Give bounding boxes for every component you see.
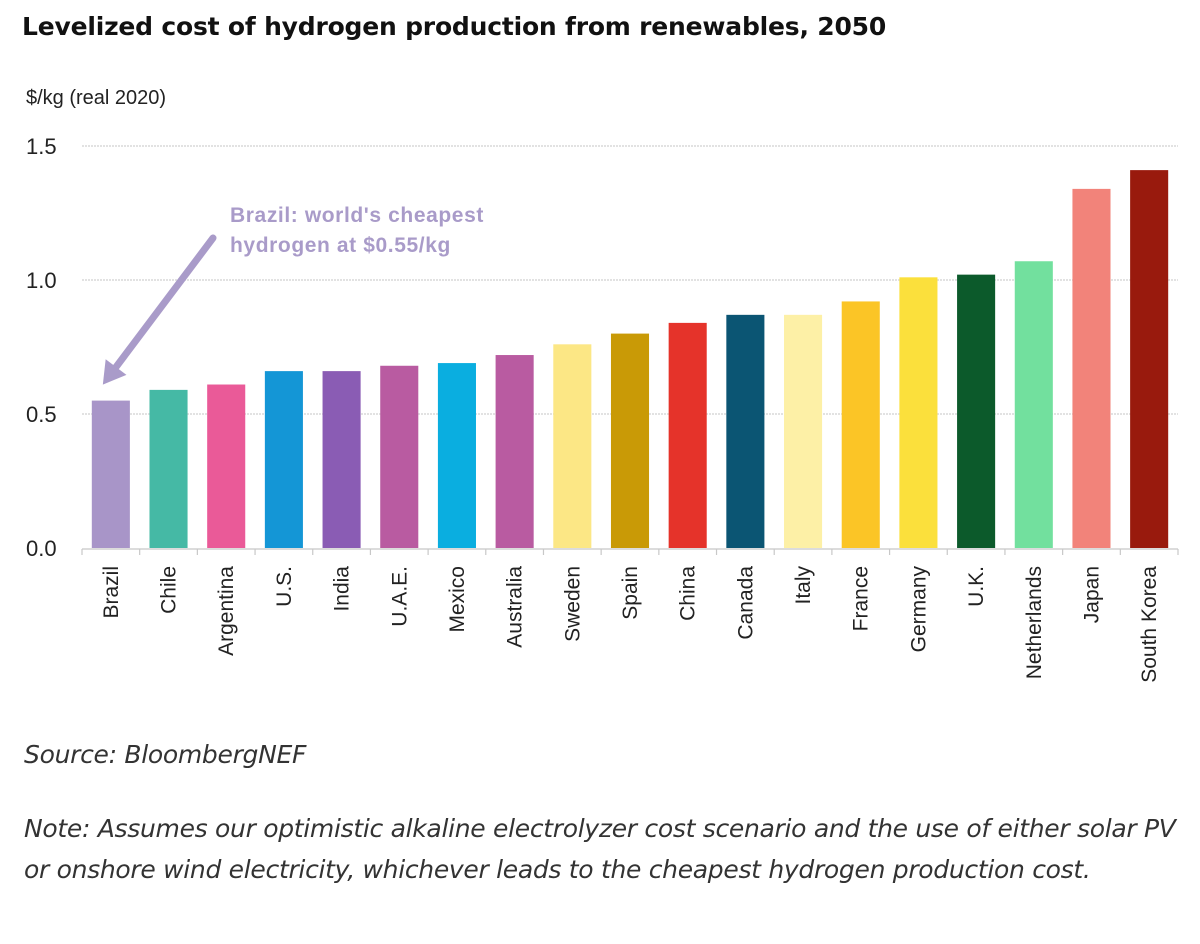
y-tick-label: 1.5 [26, 134, 57, 159]
x-tick-label: Netherlands [1023, 566, 1046, 679]
bar-south-korea [1130, 170, 1169, 548]
x-tick-label: Italy [792, 566, 815, 605]
annotation-text-line-2: hydrogen at $0.55/kg [230, 234, 451, 257]
annotation-arrow [112, 234, 217, 371]
x-tick-label: Argentina [215, 566, 238, 656]
chart-title: Levelized cost of hydrogen production fr… [22, 12, 887, 41]
bar-japan [1072, 188, 1111, 548]
bar-canada [726, 314, 765, 548]
x-tick-label: Germany [907, 566, 930, 653]
x-tick-label: U.A.E. [388, 566, 411, 627]
x-tick-label: U.K. [965, 566, 988, 607]
x-tick-label: U.S. [273, 566, 296, 607]
bar-u-a-e [380, 365, 419, 548]
x-tick-label: South Korea [1138, 566, 1161, 683]
x-tick-label: Canada [734, 566, 757, 640]
x-tick-label: Australia [504, 566, 527, 648]
bar-sweden [553, 344, 592, 548]
x-tick-label: Brazil [100, 566, 123, 619]
x-tick-label: Japan [1080, 566, 1103, 623]
y-tick-label: 0.0 [26, 536, 57, 561]
source-text: Source: BloombergNEF [24, 740, 307, 769]
arrow-head-icon [102, 359, 127, 385]
x-tick-label: France [850, 566, 873, 631]
bar-india [322, 371, 361, 548]
bar-china [668, 322, 707, 548]
bar-spain [610, 333, 650, 548]
x-tick-label: Mexico [446, 566, 469, 633]
bar-u-k [957, 274, 996, 548]
y-tick-label: 1.0 [26, 268, 57, 293]
x-tick-label: India [331, 566, 354, 612]
x-tick-label: China [677, 566, 700, 621]
bar-chile [149, 389, 188, 548]
bar-netherlands [1014, 261, 1053, 548]
bar-argentina [207, 384, 246, 548]
bars [91, 170, 1169, 548]
x-tick-label: Sweden [561, 566, 584, 642]
bar-brazil [91, 400, 130, 548]
x-tick-label: Chile [158, 566, 181, 614]
bar-france [841, 301, 880, 548]
x-tick-label: Spain [619, 566, 642, 620]
bar-italy [784, 314, 823, 548]
y-tick-label: 0.5 [26, 402, 57, 427]
bar-australia [495, 355, 534, 548]
bar-mexico [437, 363, 476, 548]
note-text: Note: Assumes our optimistic alkaline el… [24, 814, 1176, 884]
x-axis: Brazil Chile Argentina U.S. India U.A.E. Mexic… [81, 548, 1179, 683]
y-axis: $/kg (real 2020) 0.0 0.5 1.0 1.5 [26, 87, 166, 561]
bar-germany [899, 277, 938, 548]
bar-u-s [264, 371, 303, 548]
annotation-text-line-1: Brazil: world's cheapest [230, 204, 484, 227]
annotation: Brazil: world's cheapest hydrogen at $0.… [102, 204, 484, 385]
y-axis-label: $/kg (real 2020) [26, 87, 166, 109]
bar-chart: $/kg (real 2020) 0.0 0.5 1.0 1.5 Brazil Chil… [26, 87, 1179, 683]
